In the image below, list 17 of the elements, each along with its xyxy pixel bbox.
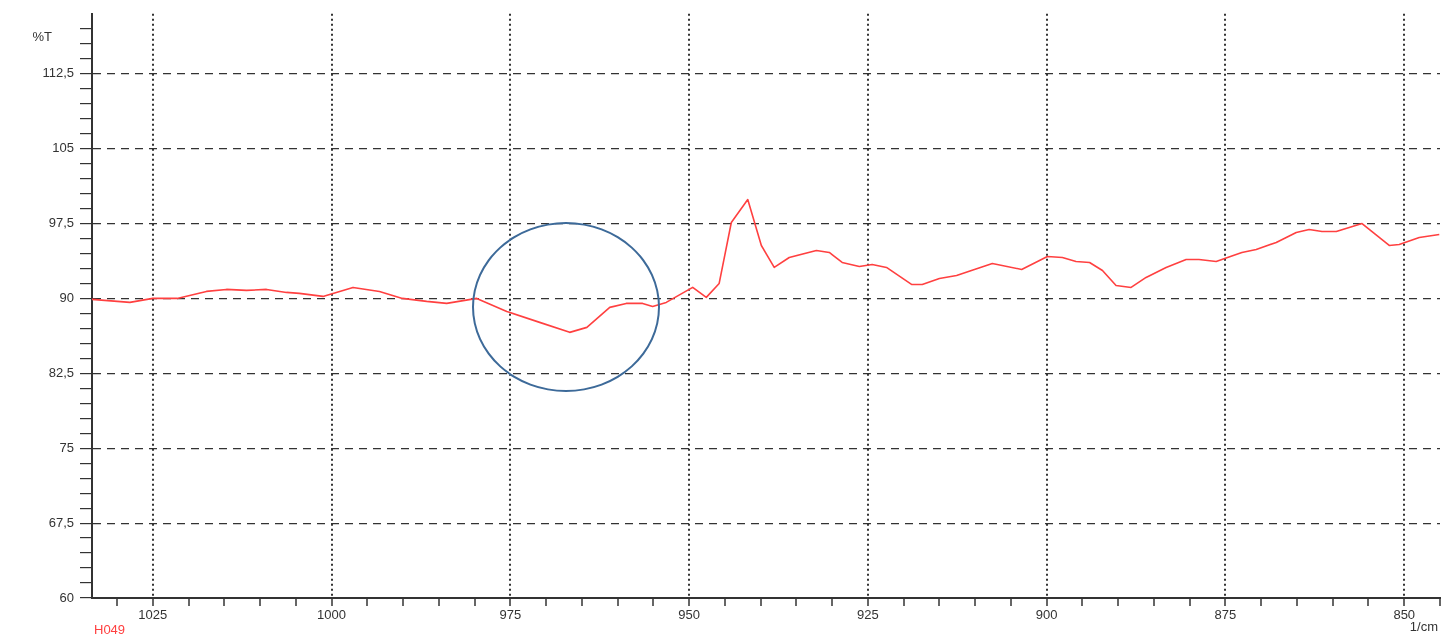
x-tick-label: 900 (1035, 607, 1058, 623)
y-tick-label: 112,5 (42, 65, 74, 81)
x-tick-label: 950 (678, 607, 700, 623)
x-tick-label: 875 (1214, 607, 1237, 623)
x-tick-label: 925 (857, 607, 879, 623)
y-tick-label: 67,5 (48, 514, 74, 530)
x-tick-label: 1025 (138, 607, 168, 623)
text: H049 (94, 622, 126, 636)
y-tick-label: 60 (59, 589, 74, 605)
x-tick-label: 1000 (317, 607, 347, 623)
y-tick-label: 105 (52, 140, 74, 156)
y-tick-label: 75 (59, 439, 74, 455)
y-tick-label: 82,5 (48, 364, 74, 380)
x-tick-label: 975 (499, 607, 522, 623)
y-axis-title: %T (32, 28, 53, 44)
y-tick-label: 97,5 (48, 215, 74, 231)
y-tick-label: 90 (59, 289, 74, 305)
